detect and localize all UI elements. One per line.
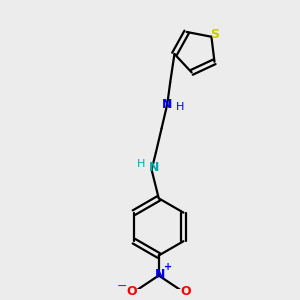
Text: N: N bbox=[162, 98, 172, 110]
Text: +: + bbox=[164, 262, 172, 272]
Text: H: H bbox=[136, 159, 145, 169]
Text: S: S bbox=[210, 28, 219, 41]
Text: O: O bbox=[127, 285, 137, 298]
Text: H: H bbox=[176, 102, 184, 112]
Text: N: N bbox=[149, 161, 159, 174]
Text: O: O bbox=[180, 285, 190, 298]
Text: N: N bbox=[155, 268, 165, 281]
Text: −: − bbox=[117, 280, 128, 293]
